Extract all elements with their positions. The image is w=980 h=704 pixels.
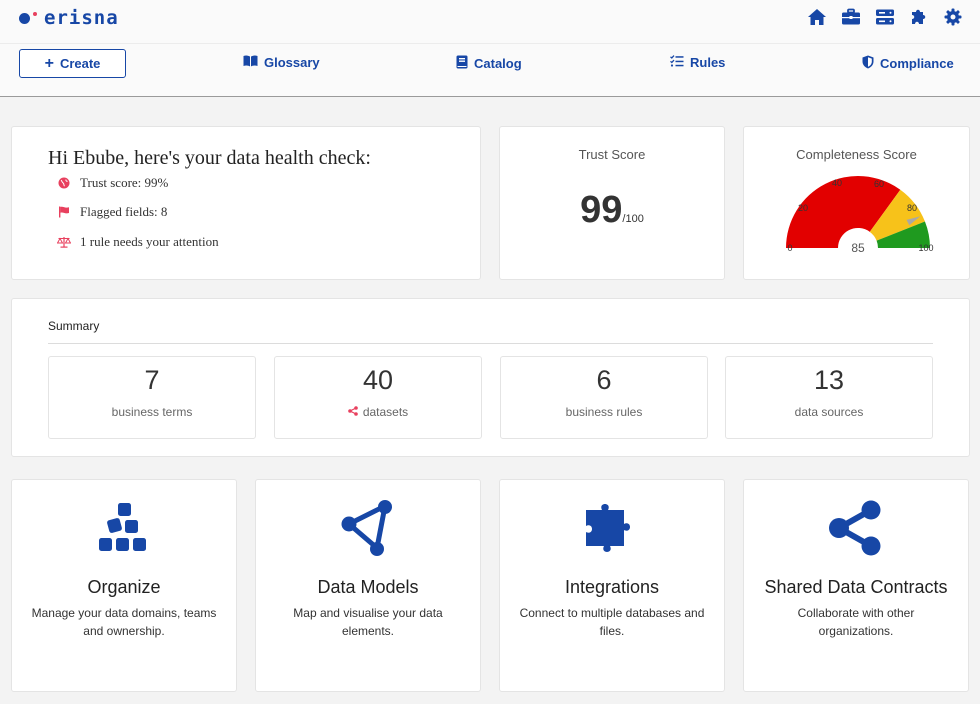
nav-glossary-label: Glossary <box>264 55 320 70</box>
feature-data-models[interactable]: Data Models Map and visualise your data … <box>255 479 481 692</box>
briefcase-icon[interactable] <box>840 6 862 28</box>
nav-compliance-label: Compliance <box>880 56 954 71</box>
flag-icon <box>56 204 72 220</box>
feature-title: Integrations <box>564 577 660 597</box>
stat-label: data sources <box>794 405 864 419</box>
nodes-icon <box>256 500 480 560</box>
gear-icon[interactable] <box>942 6 964 28</box>
completeness-score-label: Completeness Score <box>796 147 917 162</box>
checklist-icon <box>670 55 684 70</box>
completeness-score-card: Completeness Score 0 20 40 60 80 100 85 <box>743 126 970 280</box>
feature-title: Shared Data Contracts <box>764 577 948 597</box>
health-check-card: Hi Ebube, here's your data health check:… <box>11 126 481 280</box>
gauge-tick-100: 100 <box>918 243 933 253</box>
stat-business-rules[interactable]: 6 business rules <box>500 356 708 439</box>
health-flagged-line: Flagged fields: 8 <box>56 204 167 220</box>
trust-score-number: 99 <box>580 189 623 231</box>
scale-icon <box>56 234 72 250</box>
top-icon-bar <box>806 6 964 28</box>
gauge-needle <box>906 216 921 226</box>
gauge-segment-red <box>786 175 901 248</box>
health-rule-line: 1 rule needs your attention <box>56 234 219 250</box>
cubes-icon <box>12 500 236 560</box>
puzzle-icon <box>500 500 724 560</box>
health-trust-text: Trust score: 99% <box>80 175 169 190</box>
feature-description: Manage your data domains, teams and owne… <box>31 606 217 638</box>
logo-mark <box>18 8 38 28</box>
puzzle-icon[interactable] <box>908 6 930 28</box>
catalog-book-icon <box>456 55 468 72</box>
feature-title: Organize <box>87 577 161 597</box>
plus-icon: + <box>44 54 54 72</box>
create-button-label: Create <box>59 56 101 71</box>
health-trust-line: Trust score: 99% <box>56 175 168 191</box>
gauge-tick-60: 60 <box>874 179 884 189</box>
nav-glossary[interactable]: Glossary <box>243 55 320 70</box>
book-icon <box>243 55 258 70</box>
summary-divider <box>48 343 933 344</box>
trust-score-denominator: /100 <box>622 213 644 225</box>
server-icon[interactable] <box>874 6 896 28</box>
gauge-tick-40: 40 <box>832 178 842 188</box>
gauge-tick-0: 0 <box>787 243 792 253</box>
top-bar: erisna <box>0 0 980 44</box>
stat-value: 40 <box>362 365 394 395</box>
gauge-value: 85 <box>851 241 865 255</box>
stat-value: 13 <box>813 365 845 395</box>
home-icon[interactable] <box>806 6 828 28</box>
logo[interactable]: erisna <box>18 7 119 29</box>
nav-catalog[interactable]: Catalog <box>456 55 522 72</box>
trust-score-value: 99/100 <box>500 189 724 232</box>
share-icon <box>348 405 358 419</box>
feature-title: Data Models <box>317 577 419 597</box>
trust-score-card: Trust Score 99/100 <box>499 126 725 280</box>
health-flagged-text: Flagged fields: 8 <box>80 204 168 219</box>
stat-label: business terms <box>111 405 193 419</box>
stat-value: 7 <box>144 365 160 395</box>
stat-business-terms[interactable]: 7 business terms <box>48 356 256 439</box>
feature-organize[interactable]: Organize Manage your data domains, teams… <box>11 479 237 692</box>
summary-title: Summary <box>48 319 100 333</box>
trust-score-label: Trust Score <box>578 147 646 162</box>
gauge-tick-80: 80 <box>907 203 917 213</box>
gauge-segment-green <box>876 221 930 248</box>
nav-catalog-label: Catalog <box>474 56 522 71</box>
nav-bar: + Create Glossary Catalog Rules Complian… <box>0 44 980 97</box>
stat-label: datasets <box>275 405 481 419</box>
nav-rules[interactable]: Rules <box>670 55 725 70</box>
health-rule-text: 1 rule needs your attention <box>80 234 219 249</box>
nav-rules-label: Rules <box>690 55 726 70</box>
stat-value: 6 <box>596 365 612 395</box>
stat-data-sources[interactable]: 13 data sources <box>725 356 933 439</box>
create-button[interactable]: + Create <box>19 49 126 78</box>
stat-datasets[interactable]: 40 datasets <box>274 356 482 439</box>
summary-card: Summary 7 business terms 40 datasets 6 b… <box>11 298 970 457</box>
globe-icon <box>56 175 72 191</box>
logo-text: erisna <box>44 7 119 29</box>
feature-shared-data-contracts[interactable]: Shared Data Contracts Collaborate with o… <box>743 479 969 692</box>
gauge-segment-yellow <box>869 189 925 241</box>
completeness-gauge: 0 20 40 60 80 100 85 <box>786 175 934 255</box>
share-icon <box>744 500 968 560</box>
feature-description: Collaborate with other organizations. <box>797 606 915 638</box>
feature-integrations[interactable]: Integrations Connect to multiple databas… <box>499 479 725 692</box>
feature-description: Map and visualise your data elements. <box>293 606 443 638</box>
stat-label: business rules <box>565 405 643 419</box>
health-check-title: Hi Ebube, here's your data health check: <box>48 147 371 169</box>
shield-icon <box>862 55 874 72</box>
gauge-tick-20: 20 <box>798 203 808 213</box>
nav-compliance[interactable]: Compliance <box>862 55 954 72</box>
feature-description: Connect to multiple databases and files. <box>519 606 705 638</box>
